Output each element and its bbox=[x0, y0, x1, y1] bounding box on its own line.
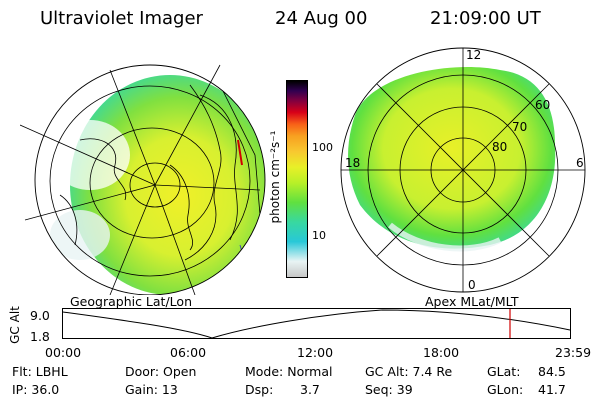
door-status: Door: Open bbox=[125, 364, 197, 379]
mlt-label-18: 18 bbox=[345, 156, 360, 170]
colorbar-tick-10: 10 bbox=[312, 229, 326, 242]
time-tick-2359: 23:59 bbox=[555, 345, 592, 360]
glat-label: GLat: bbox=[487, 364, 521, 379]
colorbar-tick-100: 100 bbox=[312, 141, 333, 154]
auroral-oval bbox=[348, 67, 556, 249]
gc-alt-status: GC Alt: 7.4 Re bbox=[365, 364, 453, 379]
time-tick-0000: 00:00 bbox=[45, 345, 82, 360]
altitude-plot-area bbox=[62, 308, 571, 339]
colorbar-unit-label: photon cm⁻²s⁻¹ bbox=[268, 130, 282, 224]
dsp-label: Dsp: bbox=[245, 382, 274, 397]
time-tick-1200: 12:00 bbox=[297, 345, 334, 360]
earth-limb bbox=[34, 64, 266, 295]
mlat-label-70: 70 bbox=[512, 120, 527, 134]
altitude-y-min: 1.8 bbox=[30, 329, 50, 344]
altitude-curve bbox=[62, 309, 571, 339]
geo-panel-caption: Geographic Lat/Lon bbox=[70, 294, 192, 309]
mode-status: Mode: Normal bbox=[245, 364, 333, 379]
altitude-y-max: 9.0 bbox=[30, 308, 50, 323]
mlat-label-60: 60 bbox=[535, 98, 550, 112]
time-tick-1800: 18:00 bbox=[423, 345, 460, 360]
date-label: 24 Aug 00 bbox=[275, 8, 368, 29]
filter-status: Flt: LBHL bbox=[12, 364, 68, 379]
dsp-value: 3.7 bbox=[300, 382, 320, 397]
mlt-label-0: 0 bbox=[468, 278, 476, 292]
gain-status: Gain: 13 bbox=[125, 382, 178, 397]
polar-mlat-mlt-panel: 12 6 18 0 60 70 80 bbox=[340, 47, 586, 293]
polar-panel-caption: Apex MLat/MLT bbox=[425, 294, 519, 309]
coastline bbox=[184, 84, 222, 261]
mlt-label-6: 6 bbox=[576, 156, 584, 170]
time-tick-0600: 06:00 bbox=[170, 345, 207, 360]
mlat-label-80: 80 bbox=[492, 140, 507, 154]
altitude-ylabel: GC Alt bbox=[7, 306, 22, 344]
time-label: 21:09:00 UT bbox=[430, 8, 541, 29]
auroral-emission-region bbox=[70, 75, 265, 295]
instrument-title: Ultraviolet Imager bbox=[40, 8, 203, 29]
geographic-image-panel bbox=[20, 64, 266, 295]
glon-label: GLon: bbox=[487, 382, 524, 397]
glon-value: 41.7 bbox=[538, 382, 566, 397]
glat-value: 84.5 bbox=[538, 364, 566, 379]
color-scale-bar bbox=[286, 80, 308, 278]
mlt-label-12: 12 bbox=[466, 48, 481, 62]
seq-status: Seq: 39 bbox=[365, 382, 413, 397]
dark-cap-region bbox=[50, 120, 130, 190]
ip-status: IP: 36.0 bbox=[12, 382, 60, 397]
